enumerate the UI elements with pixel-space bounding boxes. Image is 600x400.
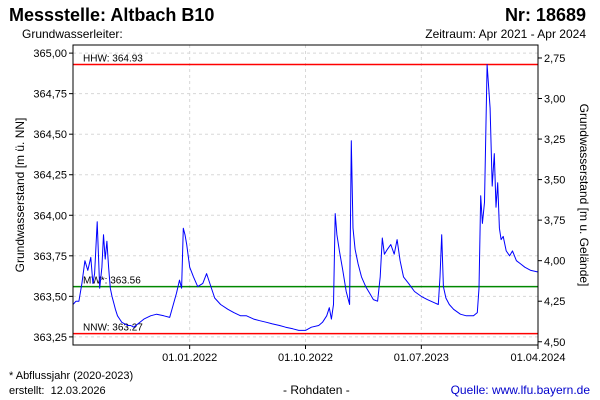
- reference-line-label: NNW: 363.27: [83, 323, 143, 334]
- x-tick-label: 01.01.2022: [162, 352, 217, 364]
- x-axis: 01.01.2022 01.10.2022 01.07.2023 01.04.2024: [162, 345, 566, 364]
- x-tick-label: 01.10.2022: [278, 352, 333, 364]
- created-info: erstellt: 12.03.2026: [9, 385, 106, 397]
- reference-lines: HHW: 364.93 MW*: 363.56 NNW: 363.27: [73, 53, 538, 335]
- grid-lines: [73, 45, 539, 345]
- source-link[interactable]: Quelle: www.lfu.bayern.de: [450, 383, 590, 397]
- right-tick-label: 3,00: [544, 94, 565, 106]
- left-tick-label: 364,25: [33, 170, 67, 182]
- period-label: Zeitraum: Apr 2021 - Apr 2024: [425, 27, 586, 41]
- raw-data-label: - Rohdaten -: [283, 383, 350, 397]
- reference-line-label: HHW: 364.93: [83, 53, 143, 64]
- y-axis-label-right: Grundwasserstand [m u. Gelände]: [577, 104, 591, 287]
- x-tick-label: 01.07.2023: [394, 352, 449, 364]
- footnote: * Abflussjahr (2020-2023): [9, 370, 134, 382]
- right-tick-label: 3,50: [544, 175, 565, 187]
- station-number: Nr: 18689: [504, 5, 586, 25]
- y-axis-label-left: Grundwasserstand [m ü. NN]: [13, 118, 27, 273]
- left-tick-label: 364,00: [33, 210, 67, 222]
- right-axis: 2,75 3,00 3,25 3,50 3,75 4,00 4,25 4,50: [538, 53, 565, 349]
- series-line: [72, 64, 539, 331]
- left-tick-label: 363,75: [33, 251, 67, 263]
- x-tick-label: 01.04.2024: [510, 352, 565, 364]
- reference-line-label: MW*: 363.56: [83, 276, 141, 287]
- left-tick-label: 364,50: [33, 129, 67, 141]
- created-date: 12.03.2026: [50, 385, 106, 397]
- right-tick-label: 2,75: [544, 53, 565, 65]
- right-tick-label: 3,25: [544, 134, 565, 146]
- created-label: erstellt:: [9, 385, 45, 397]
- station-title: Messstelle: Altbach B10: [9, 5, 215, 25]
- right-tick-label: 4,25: [544, 296, 565, 308]
- left-tick-label: 365,00: [33, 48, 67, 60]
- left-tick-label: 364,75: [33, 89, 67, 101]
- left-tick-label: 363,25: [33, 332, 67, 344]
- aquifer-label: Grundwasserleiter:: [22, 27, 123, 41]
- right-tick-label: 4,00: [544, 256, 565, 268]
- right-tick-label: 3,75: [544, 215, 565, 227]
- left-axis: 363,25 363,50 363,75 364,00 364,25 364,50 364,…: [33, 48, 73, 344]
- series-layer: [72, 64, 539, 331]
- right-tick-label: 4,50: [544, 337, 565, 349]
- left-tick-label: 363,50: [33, 291, 67, 303]
